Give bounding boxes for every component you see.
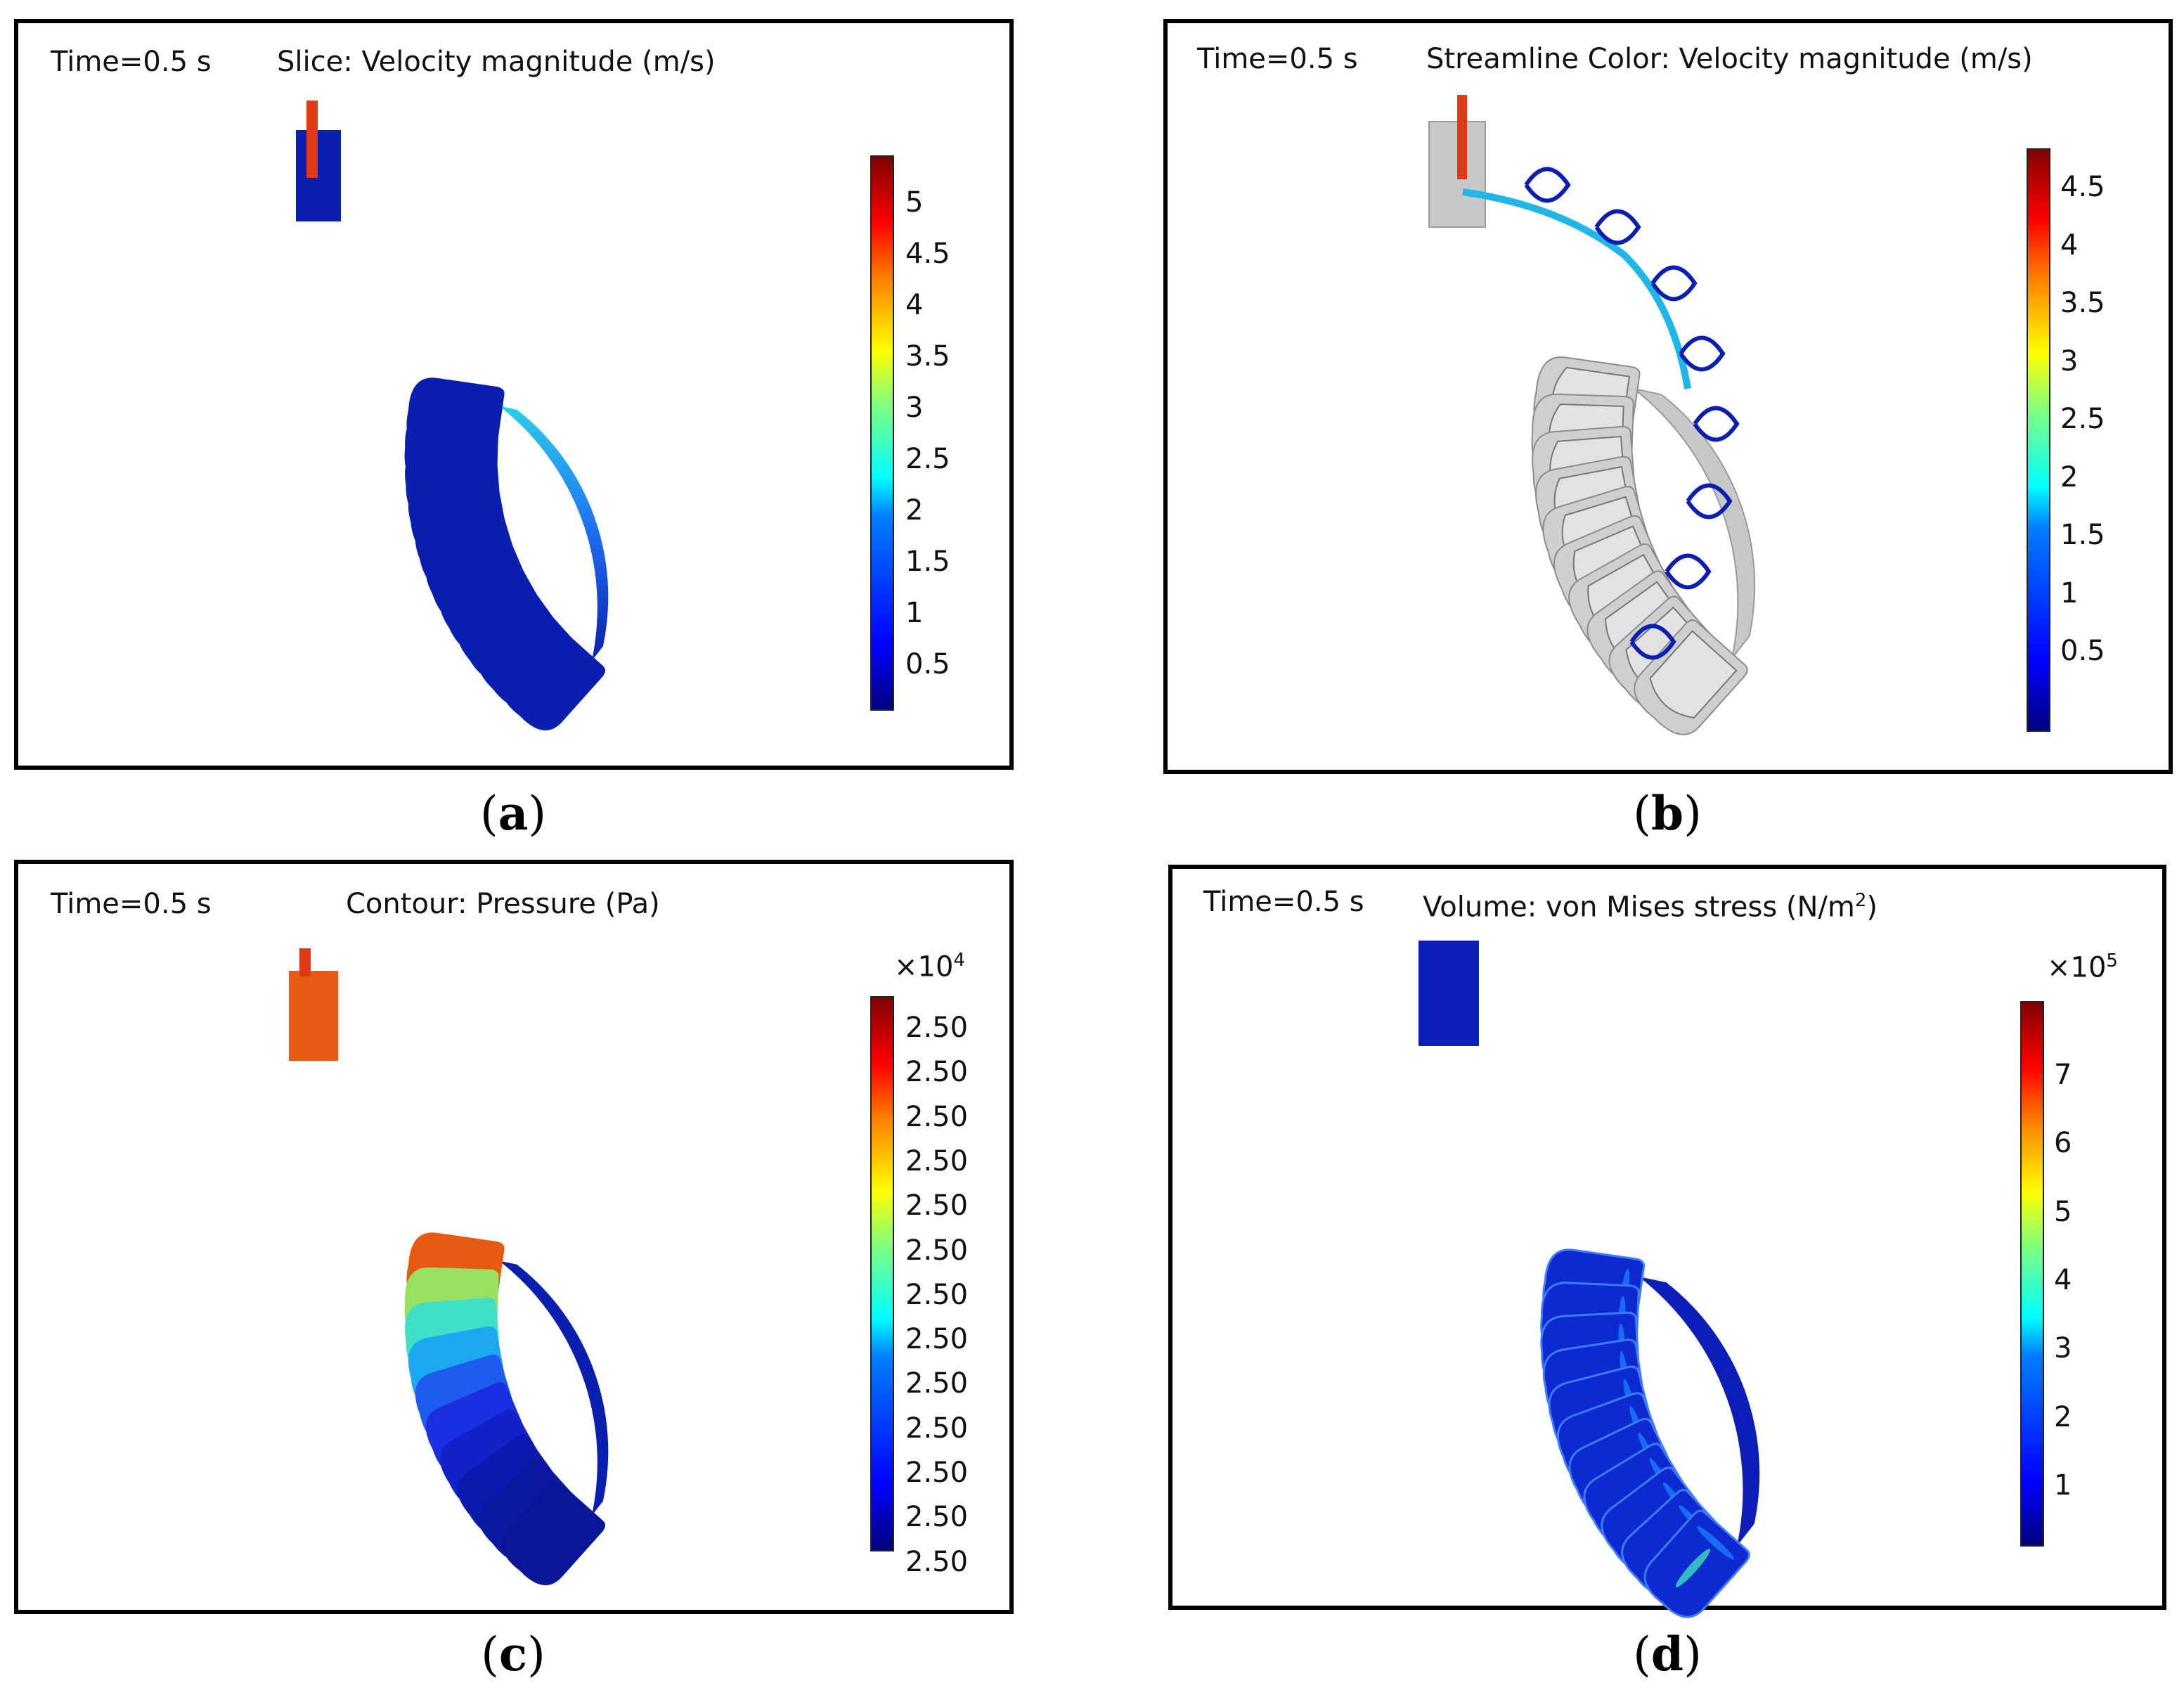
panel-c-tick: 2.50 (905, 1056, 969, 1089)
panel-b-tick: 2 (2060, 460, 2079, 493)
panel-b-tick: 4.5 (2060, 171, 2105, 203)
panel-a-tick: 1.5 (905, 546, 950, 578)
panel-c-tick: 2.50 (905, 1545, 969, 1578)
panel-a-colorbar (870, 155, 894, 711)
panel-a-tick: 0.5 (905, 648, 950, 680)
panel-b-gripper (1428, 95, 1756, 735)
panel-b: Time=0.5 s Streamline Color: Velocity ma… (1163, 19, 2173, 774)
panel-b-tick: 4 (2060, 228, 2079, 262)
panel-b-colorbar (2027, 148, 2050, 732)
panel-c-multiplier: ×104 (894, 950, 965, 983)
panel-a-title: Slice: Velocity magnitude (m/s) (277, 46, 716, 78)
panel-b-tick: 3.5 (2060, 287, 2105, 319)
panel-c-tick: 2.50 (905, 1323, 969, 1356)
panel-c-tick: 2.50 (905, 1189, 969, 1222)
panel-d-colorbar (2020, 1001, 2044, 1547)
caption-b: (b) (1633, 786, 1702, 841)
panel-b-time: Time=0.5 s (1197, 43, 1358, 75)
panel-d-tick: 5 (2054, 1195, 2072, 1228)
panel-a: Time=0.5 s Slice: Velocity magnitude (m/… (14, 19, 1014, 770)
panel-c-tick: 2.50 (905, 1278, 969, 1311)
panel-a-gripper (296, 101, 609, 731)
panel-a-tick: 4 (905, 289, 924, 321)
panel-b-tick: 1 (2060, 576, 2079, 609)
panel-a-tick: 2.5 (905, 443, 950, 475)
caption-d: (d) (1633, 1627, 1702, 1682)
panel-b-tick: 1.5 (2060, 519, 2105, 551)
panel-c-colorbar (870, 996, 894, 1551)
panel-c-tick: 2.50 (905, 1457, 969, 1489)
panel-a-tick: 3.5 (905, 340, 950, 373)
panel-d-tick: 7 (2054, 1059, 2072, 1091)
panel-d-tick: 4 (2054, 1263, 2072, 1296)
panel-b-tick: 2.5 (2060, 403, 2105, 435)
caption-c: (c) (481, 1627, 545, 1682)
panel-c-tick: 2.50 (905, 1412, 969, 1445)
panel-c-tick: 2.50 (905, 1012, 969, 1044)
panel-c-tick: 2.50 (905, 1501, 969, 1534)
caption-a: (a) (479, 786, 547, 841)
panel-d-title: Volume: von Mises stress (N/m2) (1423, 890, 1878, 924)
panel-a-time: Time=0.5 s (51, 46, 212, 78)
panel-c-tick: 2.50 (905, 1100, 969, 1133)
panel-d-tick: 1 (2054, 1469, 2072, 1502)
panel-b-tick: 0.5 (2060, 635, 2105, 667)
panel-a-tick: 4.5 (905, 238, 950, 270)
panel-c-gripper (289, 948, 609, 1586)
panel-a-tick: 5 (905, 186, 924, 219)
panel-d-gripper (1419, 941, 1760, 1618)
panel-c-title: Contour: Pressure (Pa) (346, 888, 660, 920)
panel-a-tick: 1 (905, 597, 924, 629)
panel-c-tick: 2.50 (905, 1144, 969, 1177)
panel-c: Time=0.5 s Contour: Pressure (Pa) ×104 2… (14, 860, 1014, 1614)
panel-c-time: Time=0.5 s (51, 888, 212, 920)
panel-a-tick: 2 (905, 494, 924, 527)
panel-b-tick: 3 (2060, 344, 2079, 378)
panel-b-title: Streamline Color: Velocity magnitude (m/… (1426, 43, 2033, 75)
panel-c-tick: 2.50 (905, 1234, 969, 1267)
panel-d-tick: 2 (2054, 1400, 2072, 1433)
panel-d-tick: 6 (2054, 1127, 2072, 1160)
panel-d-multiplier: ×105 (2047, 950, 2118, 984)
panel-d-tick: 3 (2054, 1332, 2072, 1365)
panel-c-tick: 2.50 (905, 1367, 969, 1400)
panel-d: Time=0.5 s Volume: von Mises stress (N/m… (1168, 865, 2166, 1618)
panel-d-time: Time=0.5 s (1203, 886, 1364, 918)
panel-a-tick: 3 (905, 392, 924, 424)
